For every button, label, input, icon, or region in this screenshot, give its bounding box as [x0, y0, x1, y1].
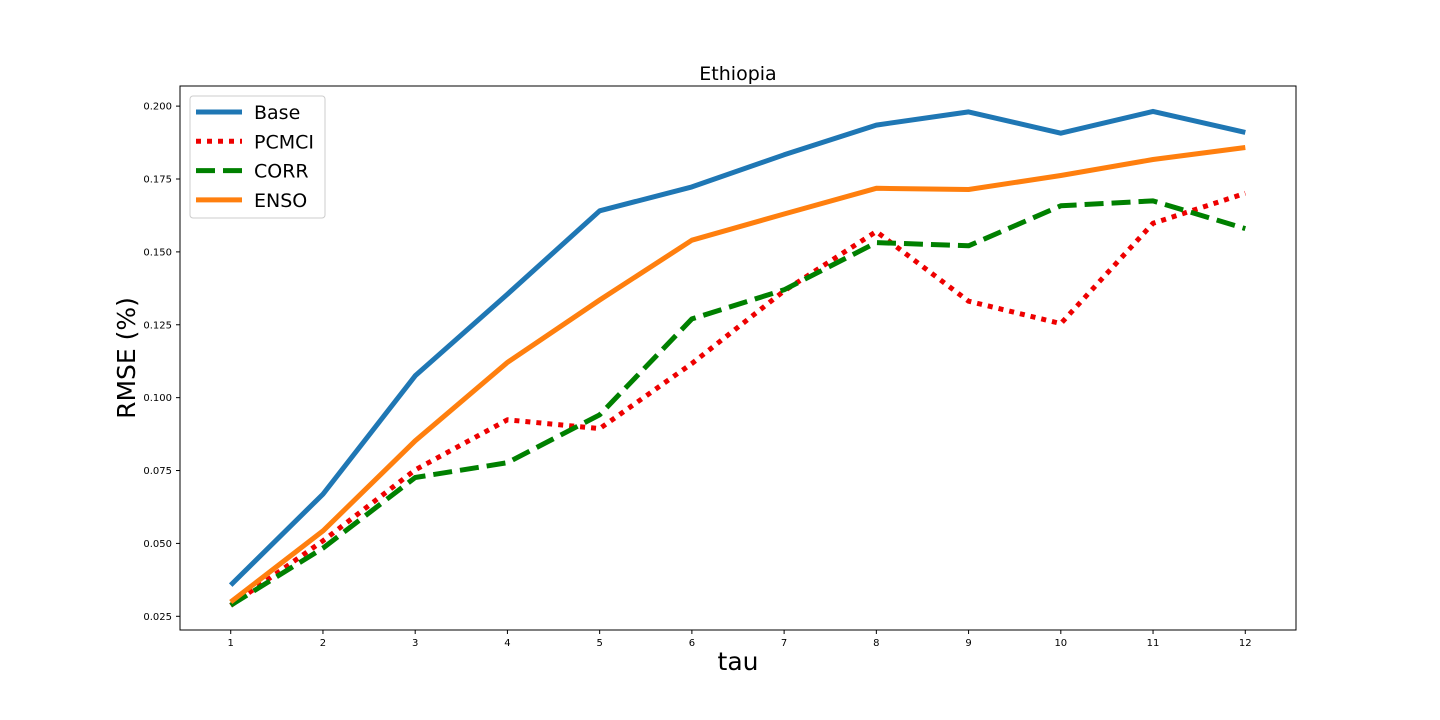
legend-label-pcmci: PCMCI	[254, 131, 314, 153]
x-tick-label: 12	[1239, 638, 1252, 649]
y-tick-label: 0.125	[143, 320, 172, 331]
x-tick-label: 4	[504, 638, 510, 649]
series-line-enso	[229, 145, 1246, 604]
x-tick-label: 11	[1147, 638, 1160, 649]
legend-label-corr: CORR	[254, 161, 309, 183]
y-tick-label: 0.025	[143, 612, 172, 623]
y-tick-label: 0.175	[143, 174, 172, 185]
x-axis-ticks: 1 2 3 4 5 6 7 8 9 10 11 12	[228, 630, 1252, 649]
legend-label-base: Base	[254, 102, 300, 124]
x-tick-label: 2	[320, 638, 326, 649]
chart-title: Ethiopia	[699, 63, 776, 85]
series-line-corr	[229, 198, 1247, 608]
series-line-pcmci	[229, 190, 1247, 608]
y-tick-label: 0.075	[143, 466, 172, 477]
x-tick-label: 1	[228, 638, 234, 649]
y-axis-title: RMSE (%)	[112, 297, 141, 419]
y-tick-label: 0.050	[143, 539, 172, 550]
legend-box	[189, 95, 326, 219]
y-tick-label: 0.100	[143, 393, 172, 404]
x-tick-label: 3	[412, 638, 418, 649]
x-tick-label: 9	[965, 638, 971, 649]
series-line-base	[228, 108, 1246, 587]
legend: Base PCMCI CORR ENSO	[189, 95, 326, 219]
plot-lines	[228, 108, 1247, 608]
x-tick-label: 10	[1054, 638, 1067, 649]
x-axis-title: tau	[718, 647, 759, 676]
y-tick-label: 0.200	[143, 102, 172, 113]
y-tick-label: 0.150	[143, 247, 172, 258]
y-axis-ticks: 0.025 0.050 0.075 0.100 0.125 0.150 0.175 0.200	[143, 102, 180, 623]
legend-label-enso: ENSO	[254, 190, 307, 212]
x-tick-label: 6	[689, 638, 695, 649]
x-tick-label: 5	[596, 638, 602, 649]
plot-frame	[179, 85, 1297, 631]
x-tick-label: 8	[873, 638, 879, 649]
x-tick-label: 7	[781, 638, 787, 649]
